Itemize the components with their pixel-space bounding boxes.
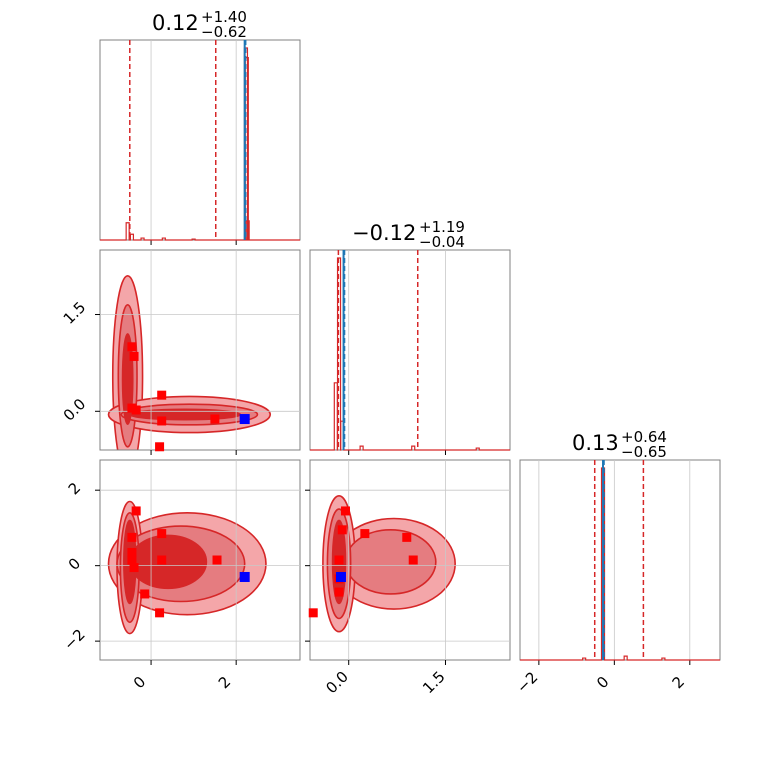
panel-p1-p3-blue-marker-0 xyxy=(239,571,250,582)
panel-p1-p2-ytick-label-1: 1.5 xyxy=(60,298,90,328)
hist-p1-bars xyxy=(100,47,300,241)
panel-p1-p2-red-marker-5 xyxy=(157,416,167,426)
panel-p1-p3-red-marker-3 xyxy=(127,555,137,565)
x-tick-label-p3-2: 2 xyxy=(669,673,688,692)
panel-p2-p3-frame xyxy=(309,459,511,661)
x-tick-label-p1-0: 0 xyxy=(130,673,149,692)
panel-p1-p3-red-marker-5 xyxy=(140,589,150,599)
panel-p1-p2-ytick-label-0: 0.0 xyxy=(60,395,90,425)
panel-p1-p2-frame xyxy=(99,249,301,451)
title-p1-median: 0.12 xyxy=(152,11,199,35)
panel-p2-p3-red-marker-7 xyxy=(408,555,418,565)
panel-p1-p2-red-marker-3 xyxy=(131,405,141,415)
title-p3-median: 0.13 xyxy=(572,431,619,455)
x-tick-label-p3-1: 0 xyxy=(593,673,612,692)
panel-p1-p3-red-marker-6 xyxy=(157,529,167,539)
panel-p2-p3-contours xyxy=(322,495,456,633)
panel-p1-p3-red-marker-9 xyxy=(212,555,222,565)
panel-p2-p3-red-marker-6 xyxy=(402,532,412,542)
panel-p1-p2-red-marker-0 xyxy=(127,342,137,352)
hist-p2-bars xyxy=(310,257,510,451)
panel-p1-p2-red-marker-1 xyxy=(129,351,139,361)
panel-p1-p3-red-marker-4 xyxy=(129,563,139,573)
panel-p2-p3-red-marker-8 xyxy=(308,608,318,618)
panel-p1-p2-red-marker-6 xyxy=(155,442,165,452)
panel-p1-p2-blue-marker-0 xyxy=(239,414,250,425)
panel-p2-p3-red-marker-4 xyxy=(334,587,344,597)
x-tick-label-p3-0: −2 xyxy=(513,668,541,696)
x-tick-label-p2-0: 0.0 xyxy=(322,668,352,698)
title-p2-median: −0.12 xyxy=(352,221,416,245)
panel-p1-p3-contour-4 xyxy=(128,534,208,590)
panel-p2-p3-red-marker-1 xyxy=(337,525,347,535)
panel-p1-p2-contours xyxy=(107,275,272,450)
panel-p1-p3-ytick-label-2: 2 xyxy=(65,479,84,498)
panel-p1-p3-ytick-label-0: −2 xyxy=(60,625,88,653)
title-p3: 0.13 +0.64 −0.65 xyxy=(572,428,667,461)
title-p3-minus: −0.65 xyxy=(621,443,667,461)
panel-p1-p2-red-marker-4 xyxy=(157,390,167,400)
panel-p1-p3-red-marker-8 xyxy=(155,608,165,618)
title-p1-plus: +1.40 xyxy=(201,8,247,26)
title-p2-minus: −0.04 xyxy=(419,233,465,251)
title-p1: 0.12 +1.40 −0.62 xyxy=(152,8,247,41)
x-tick-label-p1-1: 2 xyxy=(215,673,234,692)
panel-p1-p3-ytick-label-1: 0 xyxy=(65,554,84,573)
panel-p2-p3-red-marker-2 xyxy=(334,555,344,565)
x-tick-label-p2-1: 1.5 xyxy=(419,668,449,698)
panel-p1-p3-red-marker-0 xyxy=(131,506,141,516)
panel-p1-p3-frame xyxy=(99,459,301,661)
panel-p1-p3-red-marker-1 xyxy=(127,532,137,542)
panel-p2-p3-blue-marker-0 xyxy=(335,571,346,582)
panel-p2-p3-red-marker-0 xyxy=(340,506,350,516)
panel-p2-p3-red-marker-5 xyxy=(360,529,370,539)
panel-p1-p3-red-marker-2 xyxy=(127,547,137,557)
panel-p2-p3-contour-2 xyxy=(344,529,437,595)
panel-p1-p3-red-marker-7 xyxy=(157,555,167,565)
title-p1-minus: −0.62 xyxy=(201,23,247,41)
title-p2: −0.12 +1.19 −0.04 xyxy=(352,218,465,251)
panels: 0.0 1.5 −2 0 2 0 2 0.0 1.5 −2 0 2 xyxy=(60,39,721,698)
title-p2-plus: +1.19 xyxy=(419,218,465,236)
panel-p1-p2-red-marker-7 xyxy=(210,414,220,424)
title-p3-plus: +0.64 xyxy=(621,428,667,446)
hist-p3-bars xyxy=(520,467,720,661)
